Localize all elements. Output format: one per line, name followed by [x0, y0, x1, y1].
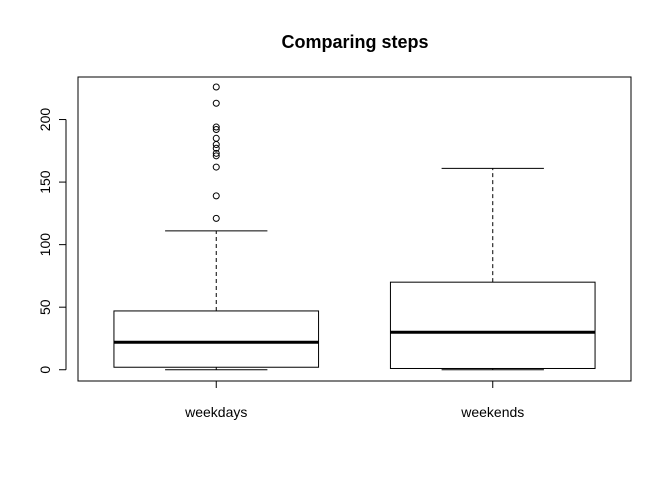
y-tick-label: 150 [37, 170, 53, 194]
outlier-point [212, 192, 220, 200]
outlier-point [212, 149, 220, 157]
outlier-point [212, 134, 220, 142]
iqr-box [113, 310, 320, 368]
box-weekends [389, 167, 596, 371]
box-weekdays [113, 83, 320, 371]
y-axis: 0 50 100 150 200 [37, 108, 67, 374]
x-axis: weekdays weekends [184, 380, 524, 420]
outlier-point [212, 163, 220, 171]
x-tick-label: weekdays [184, 404, 247, 420]
y-tick-label: 50 [37, 299, 53, 315]
outlier-point [212, 99, 220, 107]
outlier-point [212, 214, 220, 222]
outlier-point [212, 83, 220, 91]
iqr-box [389, 281, 596, 369]
outlier-point [212, 141, 220, 149]
outlier-point [212, 152, 220, 160]
x-tick-label: weekends [460, 404, 524, 420]
y-tick-label: 100 [37, 233, 53, 257]
y-tick-label: 0 [37, 366, 53, 374]
chart-title: Comparing steps [281, 32, 428, 52]
outlier-point [212, 126, 220, 134]
y-tick-label: 200 [37, 108, 53, 132]
outlier-point [212, 144, 220, 152]
outlier-point [212, 123, 220, 131]
boxes [113, 83, 596, 371]
